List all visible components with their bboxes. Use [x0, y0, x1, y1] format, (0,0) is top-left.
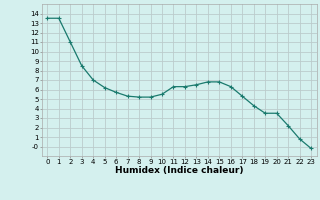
X-axis label: Humidex (Indice chaleur): Humidex (Indice chaleur) — [115, 166, 244, 175]
